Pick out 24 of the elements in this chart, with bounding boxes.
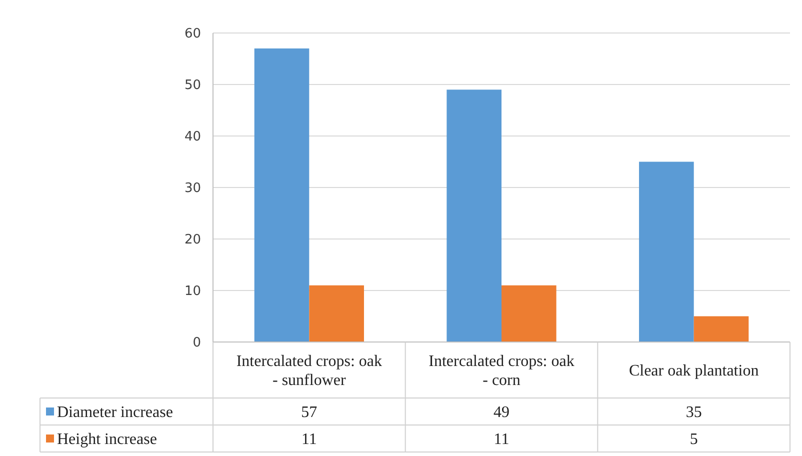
data-label: 11 (494, 431, 510, 448)
bar (254, 48, 310, 342)
y-tick-label: 40 (184, 130, 201, 145)
data-label: 49 (494, 404, 510, 422)
y-tick-label: 50 (184, 78, 201, 94)
data-label: 35 (686, 404, 702, 422)
y-tick-label: 0 (192, 336, 201, 351)
x-tick-label: Intercalated crops: oak - corn (428, 353, 574, 390)
bar (309, 285, 364, 342)
x-tick-label: Clear oak plantation (628, 362, 759, 380)
legend-label: Diameter increase (57, 404, 173, 422)
data-label: 11 (301, 431, 317, 448)
bar (446, 90, 502, 342)
bar (694, 316, 749, 342)
y-tick-label: 20 (184, 232, 201, 248)
y-tick-label: 30 (184, 181, 201, 196)
data-label: 5 (690, 431, 698, 448)
y-tick-label: 10 (184, 284, 201, 300)
legend-label: Height increase (57, 431, 157, 448)
x-tick-label: Intercalated crops: oak - sunflower (236, 353, 382, 390)
bar (639, 162, 694, 342)
data-label: 57 (301, 404, 318, 422)
y-tick-label: 60 (184, 26, 201, 42)
bar (502, 285, 556, 342)
